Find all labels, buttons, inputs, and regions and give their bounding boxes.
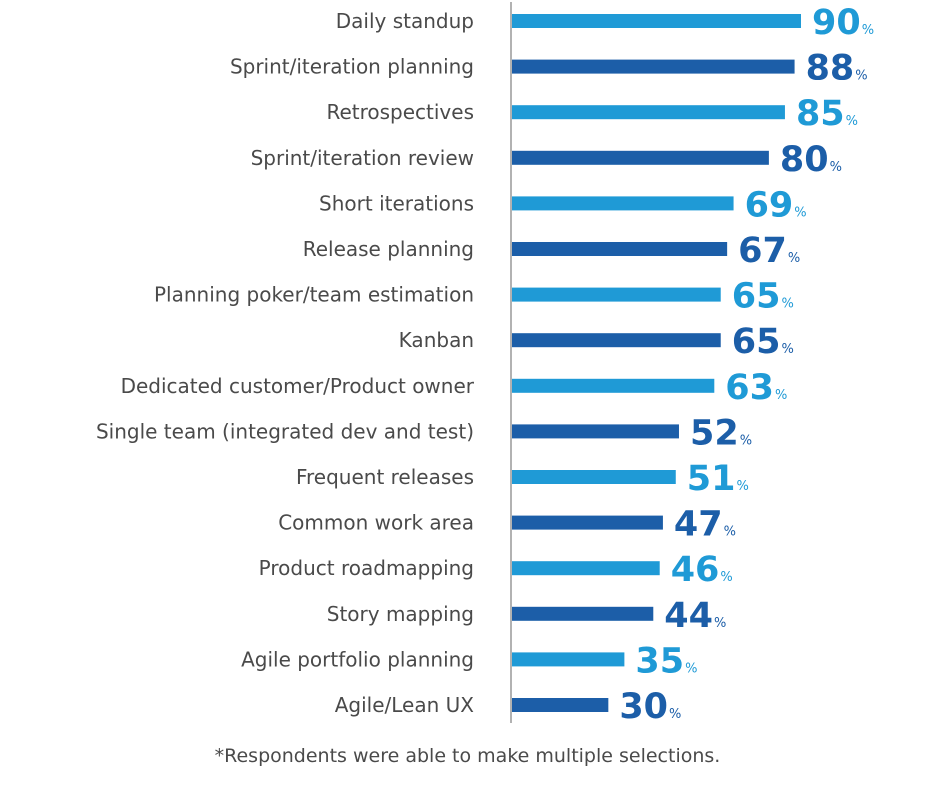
value-label: 63%	[725, 368, 787, 408]
value-labels: 90% 88% 85% 80% 69% 67% 65% 65% 63% 52% 51% 47% 46% 4…	[619, 3, 874, 727]
bar	[512, 652, 625, 667]
category-label: Agile portfolio planning	[241, 647, 474, 671]
bar	[512, 378, 715, 393]
bar	[512, 424, 679, 439]
category-label: Release planning	[303, 237, 474, 261]
bar	[512, 333, 721, 348]
category-label: Common work area	[278, 511, 474, 535]
value-label: 67%	[738, 231, 800, 271]
bar	[512, 105, 785, 120]
bar	[512, 150, 769, 165]
bar	[512, 515, 663, 530]
value-label: 35%	[635, 641, 697, 681]
bar	[512, 561, 660, 576]
value-label: 51%	[687, 459, 749, 499]
category-label: Kanban	[399, 328, 474, 352]
bar	[512, 606, 654, 621]
value-label: 88%	[806, 49, 868, 89]
value-label: 80%	[780, 140, 842, 180]
value-label: 47%	[674, 505, 736, 545]
value-label: 90%	[812, 3, 874, 43]
value-label: 65%	[732, 277, 794, 317]
value-label: 44%	[664, 596, 726, 636]
bar	[512, 698, 609, 712]
value-label: 65%	[732, 322, 794, 362]
bar-chart: Daily standup Sprint/iteration planning Re…	[96, 2, 874, 727]
bar	[512, 196, 734, 211]
bar	[512, 287, 721, 302]
value-label: 69%	[745, 185, 807, 225]
category-label: Sprint/iteration review	[251, 146, 474, 170]
category-label: Daily standup	[336, 9, 474, 33]
category-label: Sprint/iteration planning	[230, 55, 474, 79]
category-label: Short iterations	[319, 191, 474, 215]
category-label: Product roadmapping	[259, 556, 474, 580]
value-label: 52%	[690, 413, 752, 453]
category-label: Single team (integrated dev and test)	[96, 419, 474, 443]
category-label: Story mapping	[327, 602, 474, 626]
category-label: Retrospectives	[326, 100, 474, 124]
category-label: Dedicated customer/Product owner	[121, 374, 475, 398]
bars	[512, 14, 801, 712]
value-label: 46%	[671, 550, 733, 590]
bar	[512, 242, 728, 256]
footnote: *Respondents were able to make multiple …	[214, 745, 721, 767]
category-label: Agile/Lean UX	[335, 693, 475, 717]
bar	[512, 59, 795, 74]
value-label: 85%	[796, 94, 858, 134]
category-label: Frequent releases	[296, 465, 474, 489]
bar	[512, 14, 801, 28]
bar	[512, 470, 676, 484]
value-label: 30%	[619, 687, 681, 727]
category-label: Planning poker/team estimation	[154, 283, 474, 307]
category-labels: Daily standup Sprint/iteration planning Re…	[96, 9, 475, 717]
